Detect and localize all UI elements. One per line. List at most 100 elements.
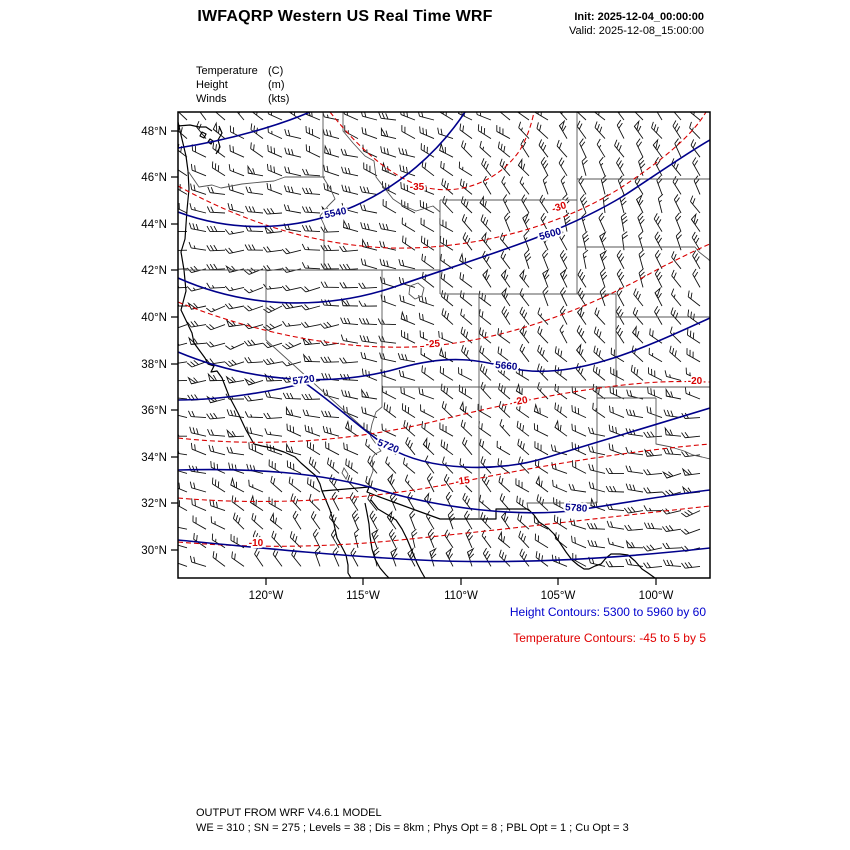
wind-barb <box>303 354 321 363</box>
wind-barb <box>551 383 571 400</box>
wind-barb <box>557 324 573 344</box>
legend-winds-unit: (kts) <box>268 93 290 105</box>
wind-barb <box>662 409 683 419</box>
wind-barb <box>532 533 552 549</box>
wind-barb <box>652 305 668 326</box>
wind-barb <box>350 509 364 530</box>
wind-barb <box>437 365 457 381</box>
wind-barb <box>531 422 551 437</box>
lon-tick-label: 105°W <box>541 590 576 602</box>
wind-barb <box>574 324 591 344</box>
wind-barb <box>599 250 612 270</box>
wind-barb <box>568 535 589 549</box>
wind-barb <box>178 141 191 158</box>
wind-barb <box>629 345 648 363</box>
wind-barb <box>534 493 553 512</box>
wind-barb <box>416 125 437 140</box>
wind-barb <box>540 249 554 270</box>
wind-barb <box>399 217 419 233</box>
wind-barb <box>497 492 515 512</box>
wind-barb <box>281 337 302 351</box>
lat-tick-label: 34°N <box>141 452 167 464</box>
lat-tick-label: 32°N <box>141 498 167 510</box>
wind-barb <box>580 156 592 177</box>
wind-barb <box>419 271 438 288</box>
wind-barb <box>586 539 607 549</box>
wind-barb <box>206 262 226 271</box>
wind-barb <box>664 388 683 400</box>
temperature-contour-label: -20 <box>512 395 529 408</box>
height-contours <box>178 112 710 563</box>
wind-barb <box>498 250 515 270</box>
wind-barb <box>535 325 553 344</box>
wind-barb <box>246 165 265 177</box>
wind-barb <box>225 446 246 456</box>
wind-barb <box>282 165 303 177</box>
legend-temperature-label: Temperature <box>196 65 258 77</box>
wind-barb <box>512 477 533 493</box>
wind-barb <box>359 351 379 363</box>
wind-barb <box>690 156 706 177</box>
wind-barb <box>495 141 514 158</box>
wind-barb <box>478 381 496 400</box>
wind-barb <box>478 214 496 233</box>
wind-barb <box>207 499 228 512</box>
wind-barb <box>666 345 686 363</box>
wind-barb <box>262 244 283 253</box>
wind-barb <box>541 175 554 195</box>
wind-barb <box>532 112 552 121</box>
wind-barb <box>340 442 361 456</box>
wind-barb <box>224 244 245 255</box>
wind-barb <box>643 430 663 439</box>
wind-barb <box>387 528 402 549</box>
wind-barb <box>643 560 663 569</box>
wind-barb <box>187 373 207 385</box>
wind-barb <box>637 249 649 270</box>
wind-barb <box>225 408 246 419</box>
wind-barb <box>642 541 663 553</box>
wind-barb <box>194 120 211 140</box>
mexico-border-rio-grande <box>321 486 656 578</box>
wind-barb <box>614 287 630 307</box>
wind-barb <box>320 410 340 419</box>
wind-barb <box>188 555 209 567</box>
wind-barb <box>532 404 552 419</box>
wind-barb <box>586 522 606 530</box>
wind-barb <box>228 551 248 567</box>
wind-barb <box>270 548 287 567</box>
wind-barb <box>187 299 207 311</box>
wind-barb <box>444 491 459 512</box>
wind-barb <box>444 548 460 567</box>
wind-barb <box>300 318 321 329</box>
wind-barb <box>551 514 571 530</box>
wind-barb <box>301 393 321 401</box>
pacific-coastline <box>178 121 352 578</box>
wind-barb <box>497 418 515 437</box>
wind-barb <box>569 459 590 474</box>
wind-barb <box>263 207 283 215</box>
temperature-contour-label: -10 <box>249 538 264 549</box>
salton-sea-outline <box>341 467 349 480</box>
wind-barb <box>646 327 666 344</box>
wind-barb <box>436 422 457 437</box>
wind-barb <box>478 455 496 474</box>
wind-barb <box>244 355 264 364</box>
wind-barb <box>339 166 360 177</box>
wind-barb <box>466 548 479 567</box>
wind-barb <box>265 125 285 140</box>
wind-barb <box>190 532 210 549</box>
temperature-contour-label: -15 <box>455 475 471 488</box>
wind-barb <box>209 160 229 177</box>
wind-barb <box>377 240 398 251</box>
wind-barb <box>228 478 248 493</box>
wind-barb <box>462 510 478 530</box>
wind-barb <box>347 491 364 512</box>
wind-barb <box>690 213 706 233</box>
wind-barb <box>662 559 682 567</box>
wind-barb <box>178 537 190 549</box>
wind-barb <box>406 548 422 567</box>
wind-barb <box>339 334 360 344</box>
wind-barb <box>244 186 265 195</box>
wind-barb <box>517 176 534 195</box>
wind-barb <box>265 496 286 512</box>
